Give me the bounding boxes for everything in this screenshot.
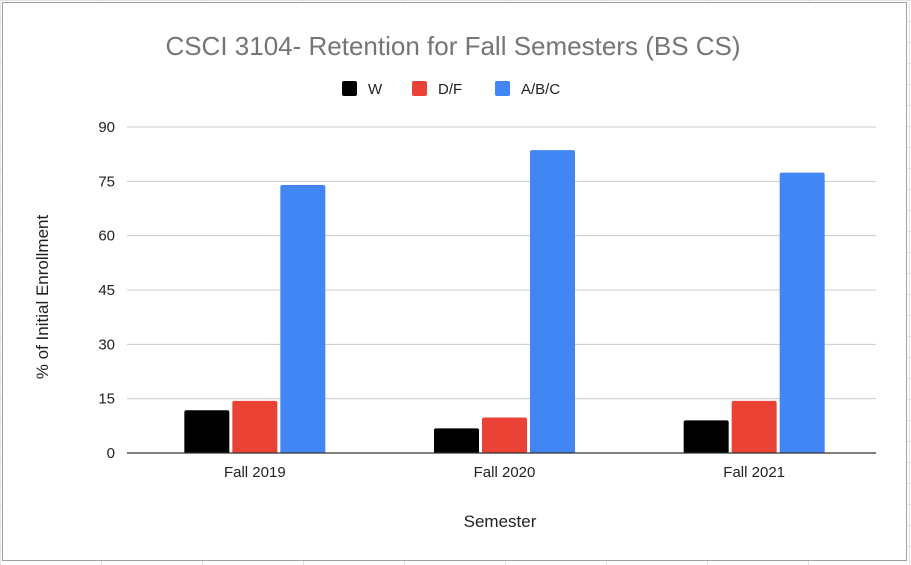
y-tick-label: 60 — [98, 228, 115, 245]
bar-w-fall-2020 — [434, 428, 479, 453]
bar-a-b-c-fall-2020 — [530, 150, 575, 453]
x-axis-title: Semester — [464, 512, 537, 531]
x-axis-ticks: Fall 2019 Fall 2020 Fall 2021 — [224, 464, 785, 481]
bar-d-f-fall-2020 — [482, 417, 527, 453]
x-tick-label: Fall 2021 — [723, 464, 785, 481]
y-tick-label: 45 — [98, 282, 115, 299]
x-tick-label: Fall 2019 — [224, 464, 286, 481]
y-tick-label: 30 — [98, 336, 115, 353]
legend-swatch — [342, 81, 357, 96]
y-tick-label: 90 — [98, 119, 115, 136]
y-tick-label: 0 — [107, 445, 115, 462]
bar-d-f-fall-2019 — [232, 400, 278, 453]
bar-a-b-c-fall-2019 — [280, 184, 326, 453]
gridlines — [127, 126, 876, 400]
y-axis-ticks: 0 15 30 45 60 75 90 — [98, 119, 115, 462]
legend-label: W — [368, 81, 383, 98]
bar-w-fall-2019 — [184, 410, 230, 453]
y-tick-label: 75 — [98, 173, 115, 190]
legend-label: A/B/C — [521, 81, 560, 98]
x-tick-label: Fall 2020 — [474, 464, 536, 481]
bar-d-f-fall-2021 — [731, 400, 777, 453]
legend-swatch — [412, 81, 427, 96]
chart-legend: W D/F A/B/C — [342, 81, 560, 98]
y-axis-title: % of Initial Enrollment — [33, 215, 52, 380]
chart-title: CSCI 3104- Retention for Fall Semesters … — [165, 31, 740, 61]
bar-w-fall-2021 — [683, 420, 729, 453]
bars — [184, 150, 825, 453]
legend-swatch — [495, 81, 510, 96]
y-tick-label: 15 — [98, 391, 115, 408]
bar-a-b-c-fall-2021 — [779, 172, 825, 453]
legend-label: D/F — [438, 81, 462, 98]
